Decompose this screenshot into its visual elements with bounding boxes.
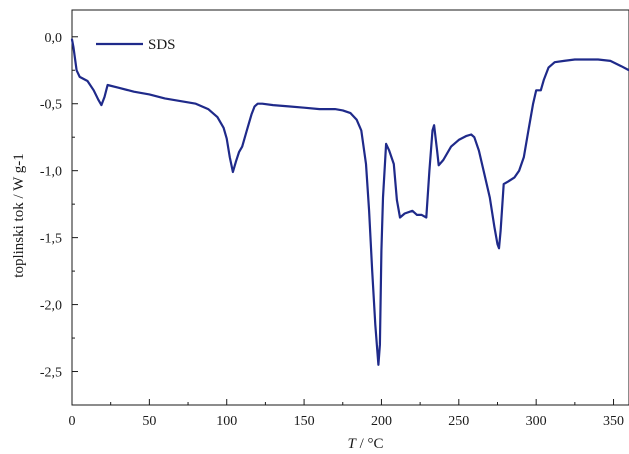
- y-axis-label: toplinski tok / W g-1: [11, 153, 27, 277]
- x-tick-label: 150: [294, 414, 315, 429]
- plot-border: [71, 9, 629, 406]
- y-tick-label: -2,0: [40, 299, 62, 314]
- x-tick-label: 200: [371, 414, 392, 429]
- y-tick-label: -2,5: [40, 366, 62, 381]
- x-tick-label: 50: [142, 414, 156, 429]
- y-tick-label: -0,5: [40, 98, 62, 113]
- x-tick-label: 0: [69, 414, 76, 429]
- legend: SDS: [96, 37, 176, 53]
- x-tick-label: 300: [526, 414, 547, 429]
- y-tick-label: 0,0: [45, 31, 63, 46]
- x-tick-label: 350: [603, 414, 624, 429]
- x-axis-ticks: 0 50 100 150 200 250 300 350: [69, 399, 624, 429]
- y-axis-ticks: 0,0 -0,5 -1,0 -1,5 -2,0 -2,5: [40, 31, 78, 381]
- legend-label-sds: SDS: [148, 37, 176, 53]
- series-layer: [70, 38, 629, 366]
- y-tick-label: -1,5: [40, 232, 62, 247]
- x-axis-label-symbol: T: [347, 436, 357, 452]
- x-tick-label: 100: [216, 414, 237, 429]
- x-tick-label: 250: [448, 414, 469, 429]
- x-axis-label-unit: / °C: [356, 436, 384, 452]
- plot-area: [71, 9, 629, 406]
- x-axis-label: T / °C: [347, 436, 383, 452]
- series-line-sds: [70, 38, 629, 366]
- y-tick-label: -1,0: [40, 165, 62, 180]
